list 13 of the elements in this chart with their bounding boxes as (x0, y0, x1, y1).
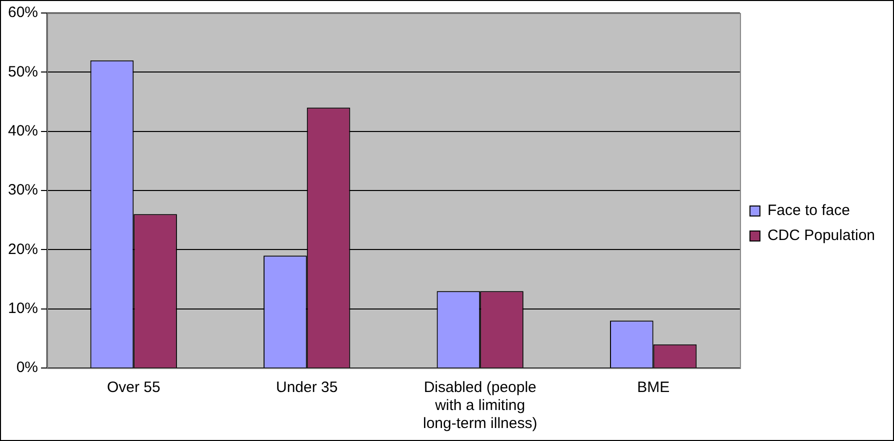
y-tick-label: 60% (8, 4, 38, 22)
y-tick-label: 30% (8, 182, 38, 199)
x-tick-label: BME (637, 379, 670, 396)
y-tick-label: 0% (16, 359, 38, 376)
y-tick-label: 10% (8, 300, 38, 317)
x-tick-label: Over 55 (106, 379, 160, 396)
y-tick-label: 20% (8, 240, 38, 258)
x-tick-label: Under 35 (276, 379, 338, 396)
x-tick-label: Disabled (people with a limiting long-term illness) (422, 379, 538, 432)
y-tick-label: 40% (8, 122, 38, 140)
y-tick-label: 50% (8, 63, 38, 80)
legend-label: CDC Population (767, 227, 876, 244)
legend-label: Face to face (767, 202, 850, 220)
